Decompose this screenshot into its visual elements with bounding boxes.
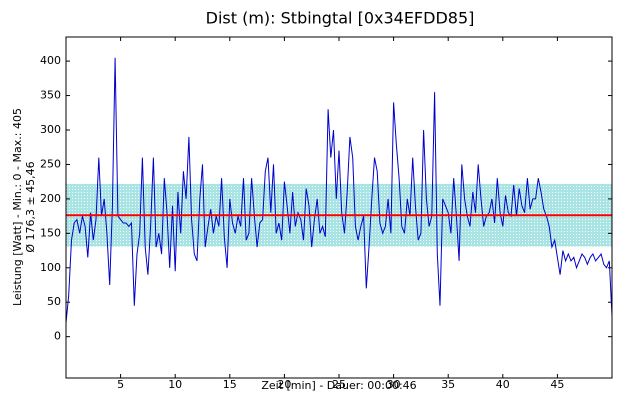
y-tick-label: 50 [47,295,61,308]
y-tick-label: 250 [40,157,61,170]
power-line [65,57,613,323]
x-tick-label: 5 [117,378,124,391]
y-axis-label-stats: Ø 176,3 ± 45,46 [24,161,37,252]
x-tick-label: 40 [496,378,510,391]
x-tick-label: 10 [168,378,182,391]
x-axis-label: Zeit [min] - Dauer: 00:00:46 [261,379,416,392]
y-tick-label: 100 [40,261,61,274]
x-tick-label: 30 [387,378,401,391]
x-tick-label: 20 [277,378,291,391]
y-tick-label: 300 [40,123,61,136]
y-tick-label: 350 [40,89,61,102]
y-tick-label: 0 [54,330,61,343]
y-axis-label: Leistung [Watt] - Min.: 0 - Max.: 405 [11,108,24,306]
y-tick-label: 400 [40,54,61,67]
x-tick-label: 45 [550,378,564,391]
y-tick-label: 200 [40,192,61,205]
plot-frame [65,36,613,379]
x-tick-label: 35 [441,378,455,391]
x-tick-label: 15 [223,378,237,391]
chart-title: Dist (m): Stbingtal [0x34EFDD85] [206,9,475,28]
x-tick-label: 25 [332,378,346,391]
y-tick-label: 150 [40,226,61,239]
